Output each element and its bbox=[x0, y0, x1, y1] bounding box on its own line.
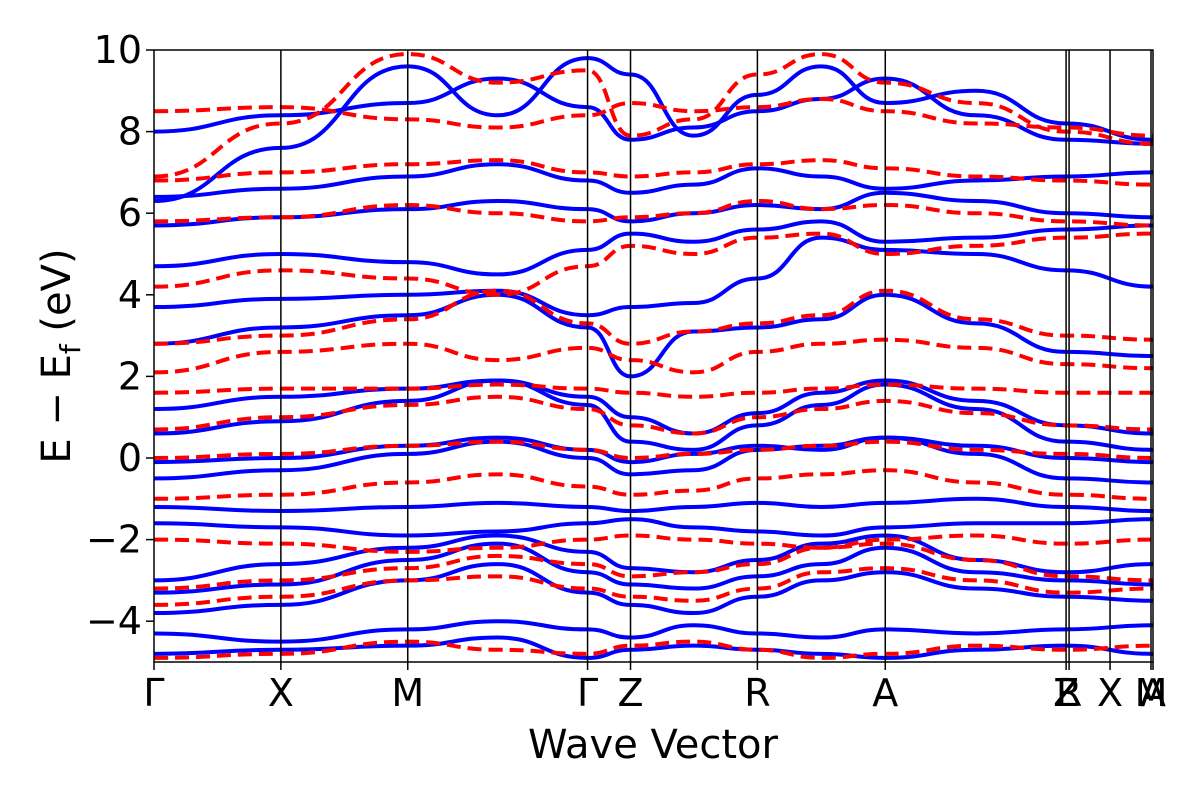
blue-solid-band-6 bbox=[154, 496, 1153, 514]
x-tick-label-9: X bbox=[1097, 671, 1123, 715]
blue-solid-band-9 bbox=[154, 378, 1153, 452]
blue-solid-band-1 bbox=[154, 619, 1153, 644]
y-axis-ticks: −4 −2 0 2 4 6 8 10 bbox=[86, 28, 154, 643]
y-axis-title-subscript: f bbox=[54, 343, 87, 354]
blue-solid-band-5 bbox=[154, 517, 1153, 538]
red-dashed-band-9 bbox=[154, 288, 1153, 346]
red-dashed-band-14 bbox=[154, 52, 1153, 179]
blue-solid-band-15 bbox=[154, 162, 1153, 199]
red-dashed-band-6 bbox=[154, 394, 1153, 436]
y-tick-label-0: −4 bbox=[86, 599, 142, 643]
x-tick-label-3: Γ bbox=[577, 671, 598, 715]
bands-layer bbox=[154, 52, 1153, 660]
blue-solid-band-16 bbox=[154, 76, 1153, 146]
x-tick-label-6: A bbox=[872, 671, 898, 715]
y-tick-label-1: −2 bbox=[86, 518, 142, 562]
x-tick-label-5: R bbox=[744, 671, 770, 715]
red-dashed-band-5 bbox=[154, 439, 1153, 461]
y-tick-label-7: 10 bbox=[94, 28, 142, 72]
high-symmetry-lines bbox=[280, 50, 1152, 662]
red-dashed-band-8 bbox=[154, 337, 1153, 375]
blue-solid-band-2 bbox=[154, 562, 1153, 616]
y-axis-title: E − Ef (eV) bbox=[34, 248, 87, 463]
blue-solid-band-7 bbox=[154, 435, 1153, 485]
y-tick-label-2: 0 bbox=[118, 436, 142, 480]
blue-solid-band-0 bbox=[154, 635, 1153, 660]
red-dashed-band-2 bbox=[154, 541, 1153, 591]
y-axis-title-unit: (eV) bbox=[34, 248, 80, 344]
x-tick-label-8: R bbox=[1056, 671, 1082, 715]
red-dashed-band-7 bbox=[154, 382, 1153, 399]
y-tick-label-3: 2 bbox=[118, 354, 142, 398]
x-tick-label-4: Z bbox=[617, 671, 643, 715]
x-axis-title: Wave Vector bbox=[528, 722, 779, 768]
y-tick-label-5: 6 bbox=[118, 191, 142, 235]
x-axis-ticks: Γ X M Γ Z R A ZR X MA bbox=[143, 662, 1167, 715]
x-tick-label-10: M bbox=[1135, 671, 1168, 715]
red-dashed-band-11 bbox=[154, 198, 1153, 228]
x-tick-label-1: X bbox=[268, 671, 294, 715]
red-dashed-band-10 bbox=[154, 231, 1153, 297]
x-tick-label-11: A bbox=[1140, 671, 1166, 715]
blue-solid-band-14 bbox=[154, 190, 1153, 228]
red-dashed-band-0 bbox=[154, 639, 1153, 660]
y-axis-title-main: E − E bbox=[34, 354, 80, 464]
x-tick-label-2: M bbox=[391, 671, 424, 715]
y-tick-label-4: 4 bbox=[118, 273, 142, 317]
red-dashed-band-3 bbox=[154, 533, 1153, 554]
red-dashed-band-13 bbox=[154, 96, 1153, 138]
blue-solid-band-13 bbox=[154, 219, 1153, 277]
x-tick-label-0: Γ bbox=[143, 671, 164, 715]
x-tick-label-7: Z bbox=[1053, 671, 1079, 715]
blue-solid-band-11 bbox=[154, 292, 1153, 379]
red-dashed-band-4 bbox=[154, 468, 1153, 501]
red-dashed-band-12 bbox=[154, 158, 1153, 187]
blue-solid-band-17 bbox=[154, 56, 1153, 203]
blue-solid-band-3 bbox=[154, 541, 1153, 595]
red-dashed-band-1 bbox=[154, 566, 1153, 607]
y-tick-label-6: 8 bbox=[118, 110, 142, 154]
plot-frame bbox=[153, 49, 1154, 663]
blue-solid-band-12 bbox=[154, 235, 1153, 318]
